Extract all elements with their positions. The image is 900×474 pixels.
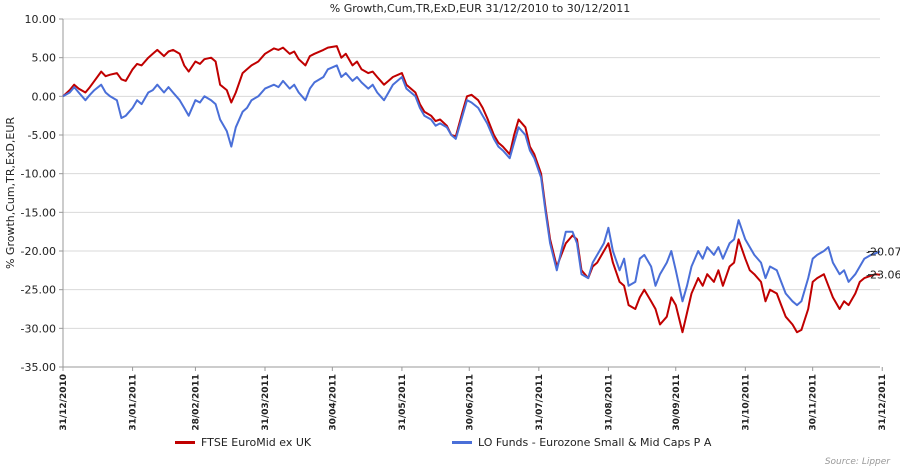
chart-legend: FTSE EuroMid ex UK LO Funds - Eurozone S…	[0, 432, 900, 454]
y-axis-label: % Growth,Cum,TR,ExD,EUR	[4, 117, 17, 269]
x-tick-label: 31/05/2011	[398, 374, 408, 431]
x-tick-label: 31/03/2011	[261, 374, 271, 431]
x-tick-label: 31/12/2010	[59, 374, 69, 431]
y-tick-label: -10.00	[21, 168, 56, 181]
x-tick-label: 30/09/2011	[672, 374, 682, 431]
x-tick-label: 31/10/2011	[741, 374, 751, 431]
y-tick-label: -25.00	[21, 284, 56, 297]
legend-label-ftse: FTSE EuroMid ex UK	[201, 436, 312, 449]
y-tick-label: 0.00	[32, 90, 57, 103]
legend-item-lo-funds: LO Funds - Eurozone Small & Mid Caps P A	[452, 436, 711, 449]
legend-swatch-lo-funds	[452, 441, 472, 444]
y-tick-label: -15.00	[21, 206, 56, 219]
x-tick-label: 28/02/2011	[191, 374, 201, 431]
series-line-1	[62, 64, 881, 307]
y-tick-label: 5.00	[32, 52, 57, 65]
x-tick-label: 31/12/2011	[878, 374, 888, 431]
axis-layer: 10.00 5.00 0.00 -5.00 -10.00 -15.00 -20.00 -25.…	[21, 13, 889, 431]
y-tick-label: -5.00	[28, 129, 56, 142]
series-line-0	[62, 45, 881, 334]
x-tick-label: 31/08/2011	[604, 374, 614, 431]
legend-item-ftse: FTSE EuroMid ex UK	[175, 436, 311, 449]
series-layer	[62, 45, 881, 334]
end-value-label: -20.07	[866, 246, 900, 259]
source-note: Source: Lipper	[824, 457, 890, 467]
legend-label-lo-funds: LO Funds - Eurozone Small & Mid Caps P A	[478, 436, 712, 449]
x-tick-label: 30/06/2011	[465, 374, 475, 431]
x-tick-label: 30/11/2011	[809, 374, 819, 431]
end-value-label: -23.06	[866, 269, 900, 282]
x-tick-label: 31/07/2011	[535, 374, 545, 431]
y-tick-label: 10.00	[25, 13, 57, 26]
chart-title: % Growth,Cum,TR,ExD,EUR 31/12/2010 to 30…	[330, 2, 630, 15]
x-tick-label: 31/01/2011	[129, 374, 139, 431]
end-label-layer: -20.07 -23.06	[866, 246, 900, 282]
legend-swatch-ftse	[175, 441, 195, 444]
y-tick-label: -30.00	[21, 322, 56, 335]
grid-layer	[63, 18, 880, 368]
x-tick-label: 30/04/2011	[328, 374, 338, 431]
y-tick-label: -20.00	[21, 245, 56, 258]
y-tick-label: -35.00	[21, 361, 56, 374]
